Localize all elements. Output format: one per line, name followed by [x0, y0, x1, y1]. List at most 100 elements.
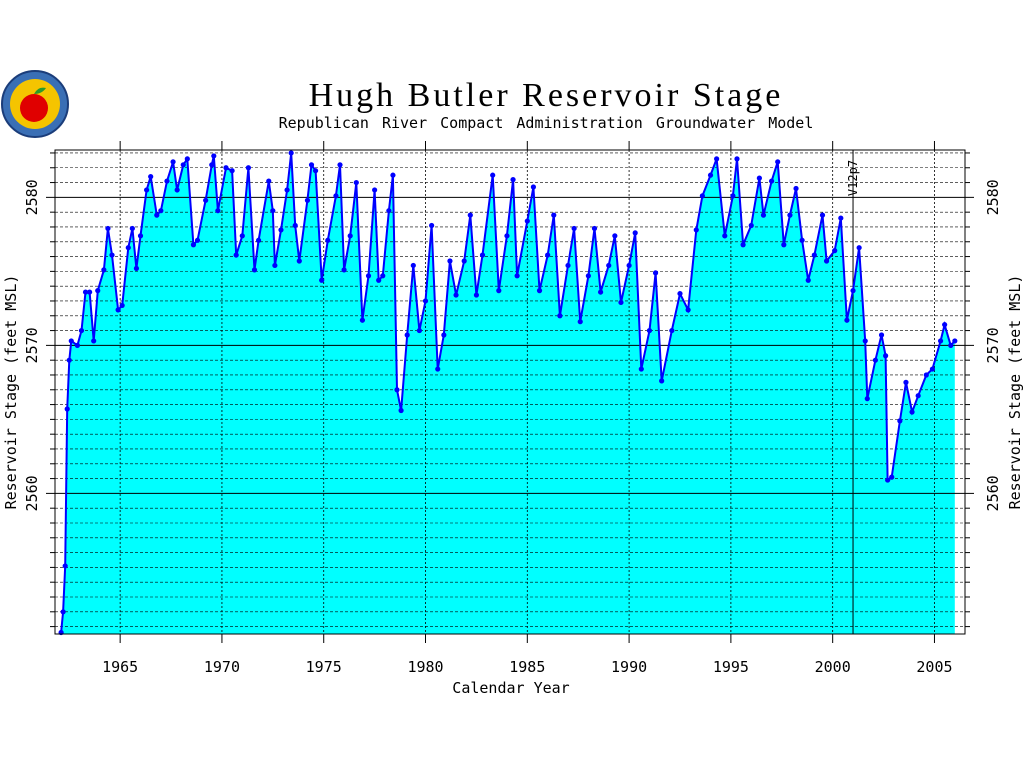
point: [768, 178, 775, 184]
point: [394, 387, 400, 393]
point: [359, 317, 366, 323]
x-tick-label: 1970: [204, 658, 240, 676]
point: [577, 319, 583, 325]
point: [337, 162, 343, 168]
point: [915, 393, 921, 399]
point: [571, 225, 577, 232]
point: [429, 222, 435, 229]
point: [410, 262, 416, 269]
point: [646, 327, 653, 334]
point: [109, 252, 115, 258]
point: [565, 262, 571, 269]
y-tick-label: 2570: [23, 327, 41, 363]
point: [170, 159, 176, 165]
point: [787, 212, 793, 218]
point: [78, 327, 85, 334]
point: [885, 477, 891, 483]
point: [929, 366, 936, 372]
annotation: V12p7: [846, 160, 860, 196]
point: [461, 258, 467, 264]
point: [272, 262, 278, 269]
point: [730, 193, 736, 199]
point: [699, 193, 705, 199]
point: [832, 248, 838, 254]
point: [669, 327, 675, 334]
point: [948, 342, 954, 348]
point: [793, 185, 799, 192]
point: [372, 187, 378, 193]
point: [422, 298, 429, 304]
point: [775, 159, 781, 165]
chart-title: Hugh Butler Reservoir Stage: [309, 77, 784, 114]
point: [158, 208, 164, 214]
point: [91, 338, 97, 344]
point: [524, 218, 530, 224]
point: [194, 237, 201, 243]
point: [304, 197, 311, 203]
point: [380, 273, 386, 279]
area: [61, 153, 955, 634]
point: [479, 252, 486, 258]
point: [133, 265, 140, 272]
point: [823, 258, 830, 264]
point: [398, 407, 404, 414]
y-tick-label-right: 2580: [984, 179, 1002, 215]
point: [74, 342, 80, 348]
point: [838, 215, 844, 221]
point: [811, 252, 817, 258]
point: [862, 338, 868, 344]
point: [447, 258, 453, 264]
point: [190, 242, 197, 248]
point: [333, 193, 339, 199]
point: [734, 156, 740, 162]
point: [416, 327, 423, 334]
point: [284, 187, 290, 193]
point: [223, 165, 229, 171]
point: [105, 225, 111, 232]
point: [215, 208, 221, 214]
point: [626, 262, 632, 269]
y-tick-label: 2560: [23, 475, 41, 511]
point: [184, 156, 190, 162]
point: [251, 267, 258, 273]
point: [68, 338, 74, 344]
point: [756, 175, 762, 181]
point: [467, 212, 473, 218]
point: [618, 299, 624, 306]
point: [435, 366, 441, 372]
point: [545, 252, 551, 258]
point: [760, 212, 767, 218]
point: [308, 162, 315, 168]
point: [530, 184, 537, 190]
x-tick-label: 2005: [916, 658, 952, 676]
point: [341, 267, 347, 273]
point: [119, 302, 125, 309]
point: [850, 288, 856, 294]
point: [490, 172, 496, 178]
point: [66, 357, 72, 363]
point: [937, 338, 944, 344]
point: [591, 225, 598, 232]
point: [632, 230, 638, 236]
point: [164, 178, 170, 184]
point: [312, 168, 319, 174]
point: [266, 178, 272, 184]
point: [441, 332, 447, 338]
point: [154, 212, 160, 218]
y-axis-label: Reservoir Stage (feet MSL): [2, 275, 20, 510]
point: [952, 338, 958, 344]
point: [856, 245, 862, 251]
point: [909, 409, 915, 415]
point: [693, 227, 699, 233]
point: [353, 179, 359, 186]
point: [82, 289, 89, 295]
point: [659, 378, 665, 384]
point: [903, 379, 909, 385]
point: [239, 233, 245, 239]
chart-subtitle: Republican River Compact Administration …: [279, 114, 814, 132]
point: [60, 609, 66, 615]
x-tick-label: 1985: [509, 658, 545, 676]
point: [844, 317, 850, 323]
point: [722, 233, 728, 239]
